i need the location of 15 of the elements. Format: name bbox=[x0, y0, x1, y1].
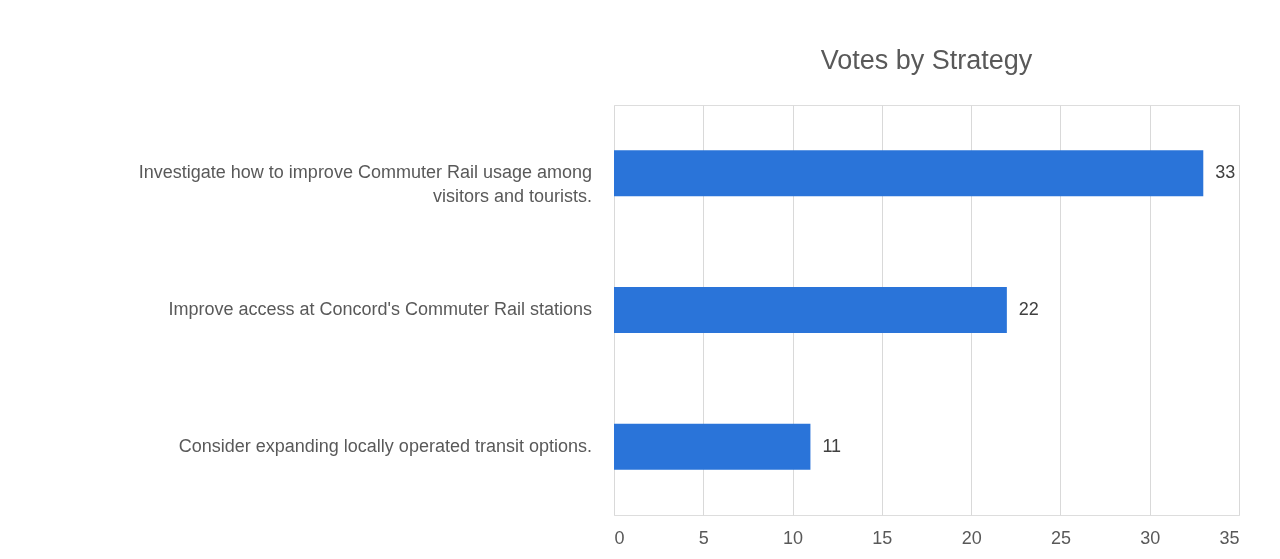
x-tick-label: 20 bbox=[961, 527, 982, 548]
y-tick-label: Consider expanding locally operated transit options. bbox=[178, 435, 592, 456]
x-tick-label: 0 bbox=[614, 527, 625, 548]
x-tick-label: 30 bbox=[1140, 527, 1161, 548]
data-label: 22 bbox=[1018, 299, 1039, 319]
x-tick-label: 5 bbox=[698, 527, 709, 548]
x-tick-label: 15 bbox=[872, 527, 893, 548]
x-tick-label: 35 bbox=[1219, 527, 1240, 548]
y-tick-label: Improve access at Concord's Commuter Rail stations bbox=[168, 299, 592, 319]
data-label: 11 bbox=[822, 435, 842, 456]
x-tick-label: 25 bbox=[1050, 527, 1071, 548]
chart-title: Votes by Strategy bbox=[820, 45, 1033, 75]
x-tick-label: 10 bbox=[783, 527, 804, 548]
data-label: 33 bbox=[1215, 162, 1236, 183]
y-tick-label: Investigate how to improve Commuter Rail usage among visitors and tourists. bbox=[138, 162, 592, 207]
